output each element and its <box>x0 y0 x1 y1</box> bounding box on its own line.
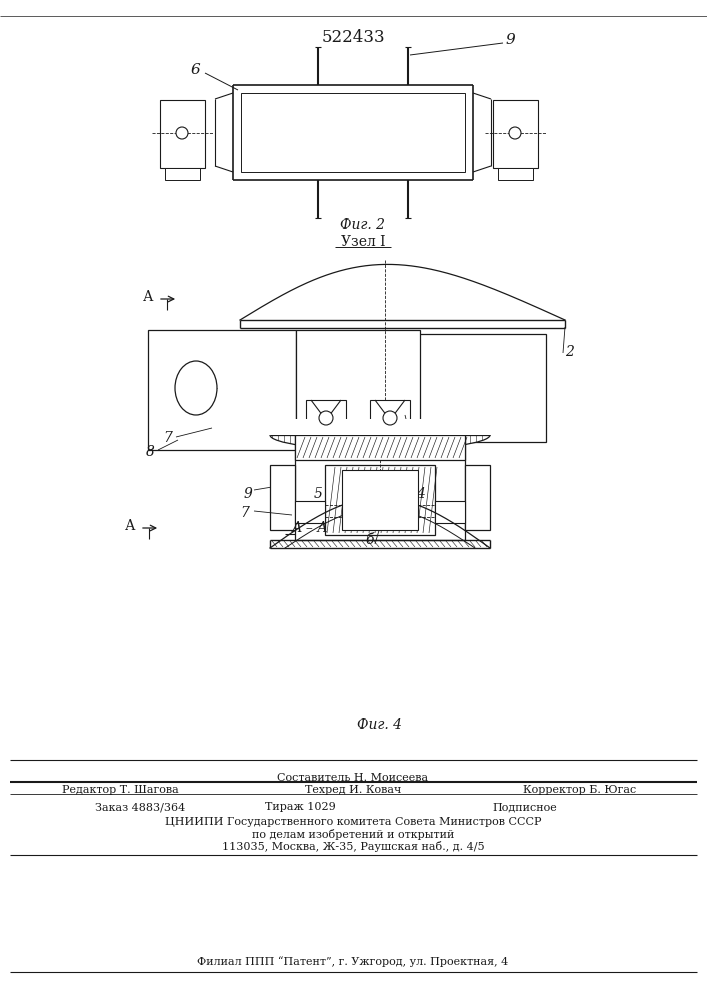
Bar <box>270 465 295 530</box>
Bar <box>165 168 200 180</box>
Bar <box>306 400 346 440</box>
Bar <box>493 100 538 168</box>
Bar <box>370 400 410 440</box>
Text: 4: 4 <box>416 487 424 501</box>
Text: Фиг. 3: Фиг. 3 <box>348 500 392 514</box>
Bar <box>295 435 465 460</box>
Text: 2: 2 <box>566 345 574 359</box>
Bar <box>295 435 465 540</box>
Circle shape <box>383 411 397 425</box>
Text: 9: 9 <box>244 487 252 501</box>
Bar <box>498 168 533 180</box>
Text: 9: 9 <box>505 33 515 47</box>
Text: Техред И. Ковач: Техред И. Ковач <box>305 785 401 795</box>
Bar <box>296 330 420 450</box>
Text: по делам изобретений и открытий: по делам изобретений и открытий <box>252 828 454 840</box>
Text: 522433: 522433 <box>321 28 385 45</box>
Bar <box>342 470 418 530</box>
Bar <box>265 419 495 435</box>
Ellipse shape <box>175 361 217 415</box>
Bar <box>318 448 336 480</box>
Text: 5: 5 <box>314 487 322 501</box>
Text: Редактор Т. Шагова: Редактор Т. Шагова <box>62 785 178 795</box>
Bar <box>295 501 325 523</box>
Bar <box>241 93 465 172</box>
Text: А – А: А – А <box>291 521 328 535</box>
Bar <box>435 501 465 523</box>
Text: б: б <box>366 487 374 501</box>
Text: 8: 8 <box>146 445 154 459</box>
Text: б: б <box>366 533 374 547</box>
Text: А: А <box>143 290 153 304</box>
Bar <box>310 480 344 490</box>
Text: Филиал ППП “Патент”, г. Ужгород, ул. Проектная, 4: Филиал ППП “Патент”, г. Ужгород, ул. Про… <box>197 957 508 967</box>
Ellipse shape <box>270 420 490 450</box>
Bar <box>416 334 546 442</box>
Text: 113035, Москва, Ж-35, Раушская наб., д. 4/5: 113035, Москва, Ж-35, Раушская наб., д. … <box>222 840 484 852</box>
Text: Фиг. 4: Фиг. 4 <box>358 718 402 732</box>
Text: Узел I: Узел I <box>341 235 385 249</box>
Circle shape <box>509 127 521 139</box>
Text: 7: 7 <box>240 506 250 520</box>
Text: Составитель Н. Моисеева: Составитель Н. Моисеева <box>277 773 428 783</box>
Text: Фиг. 2: Фиг. 2 <box>341 218 385 232</box>
Bar <box>465 465 490 530</box>
Text: А: А <box>124 519 135 533</box>
Circle shape <box>176 127 188 139</box>
Text: 7: 7 <box>163 431 173 445</box>
Bar <box>160 100 205 168</box>
Text: Заказ 4883/364: Заказ 4883/364 <box>95 802 185 812</box>
Bar <box>148 330 296 450</box>
Text: Тираж 1029: Тираж 1029 <box>264 802 335 812</box>
Circle shape <box>319 411 333 425</box>
Bar <box>320 488 334 500</box>
Text: 6: 6 <box>190 63 200 77</box>
Bar <box>325 465 435 535</box>
Text: Подписное: Подписное <box>493 802 557 812</box>
Bar <box>364 448 416 462</box>
Text: ЦНИИПИ Государственного комитета Совета Министров СССР: ЦНИИПИ Государственного комитета Совета … <box>165 817 542 827</box>
Text: Корректор Б. Югас: Корректор Б. Югас <box>523 785 636 795</box>
